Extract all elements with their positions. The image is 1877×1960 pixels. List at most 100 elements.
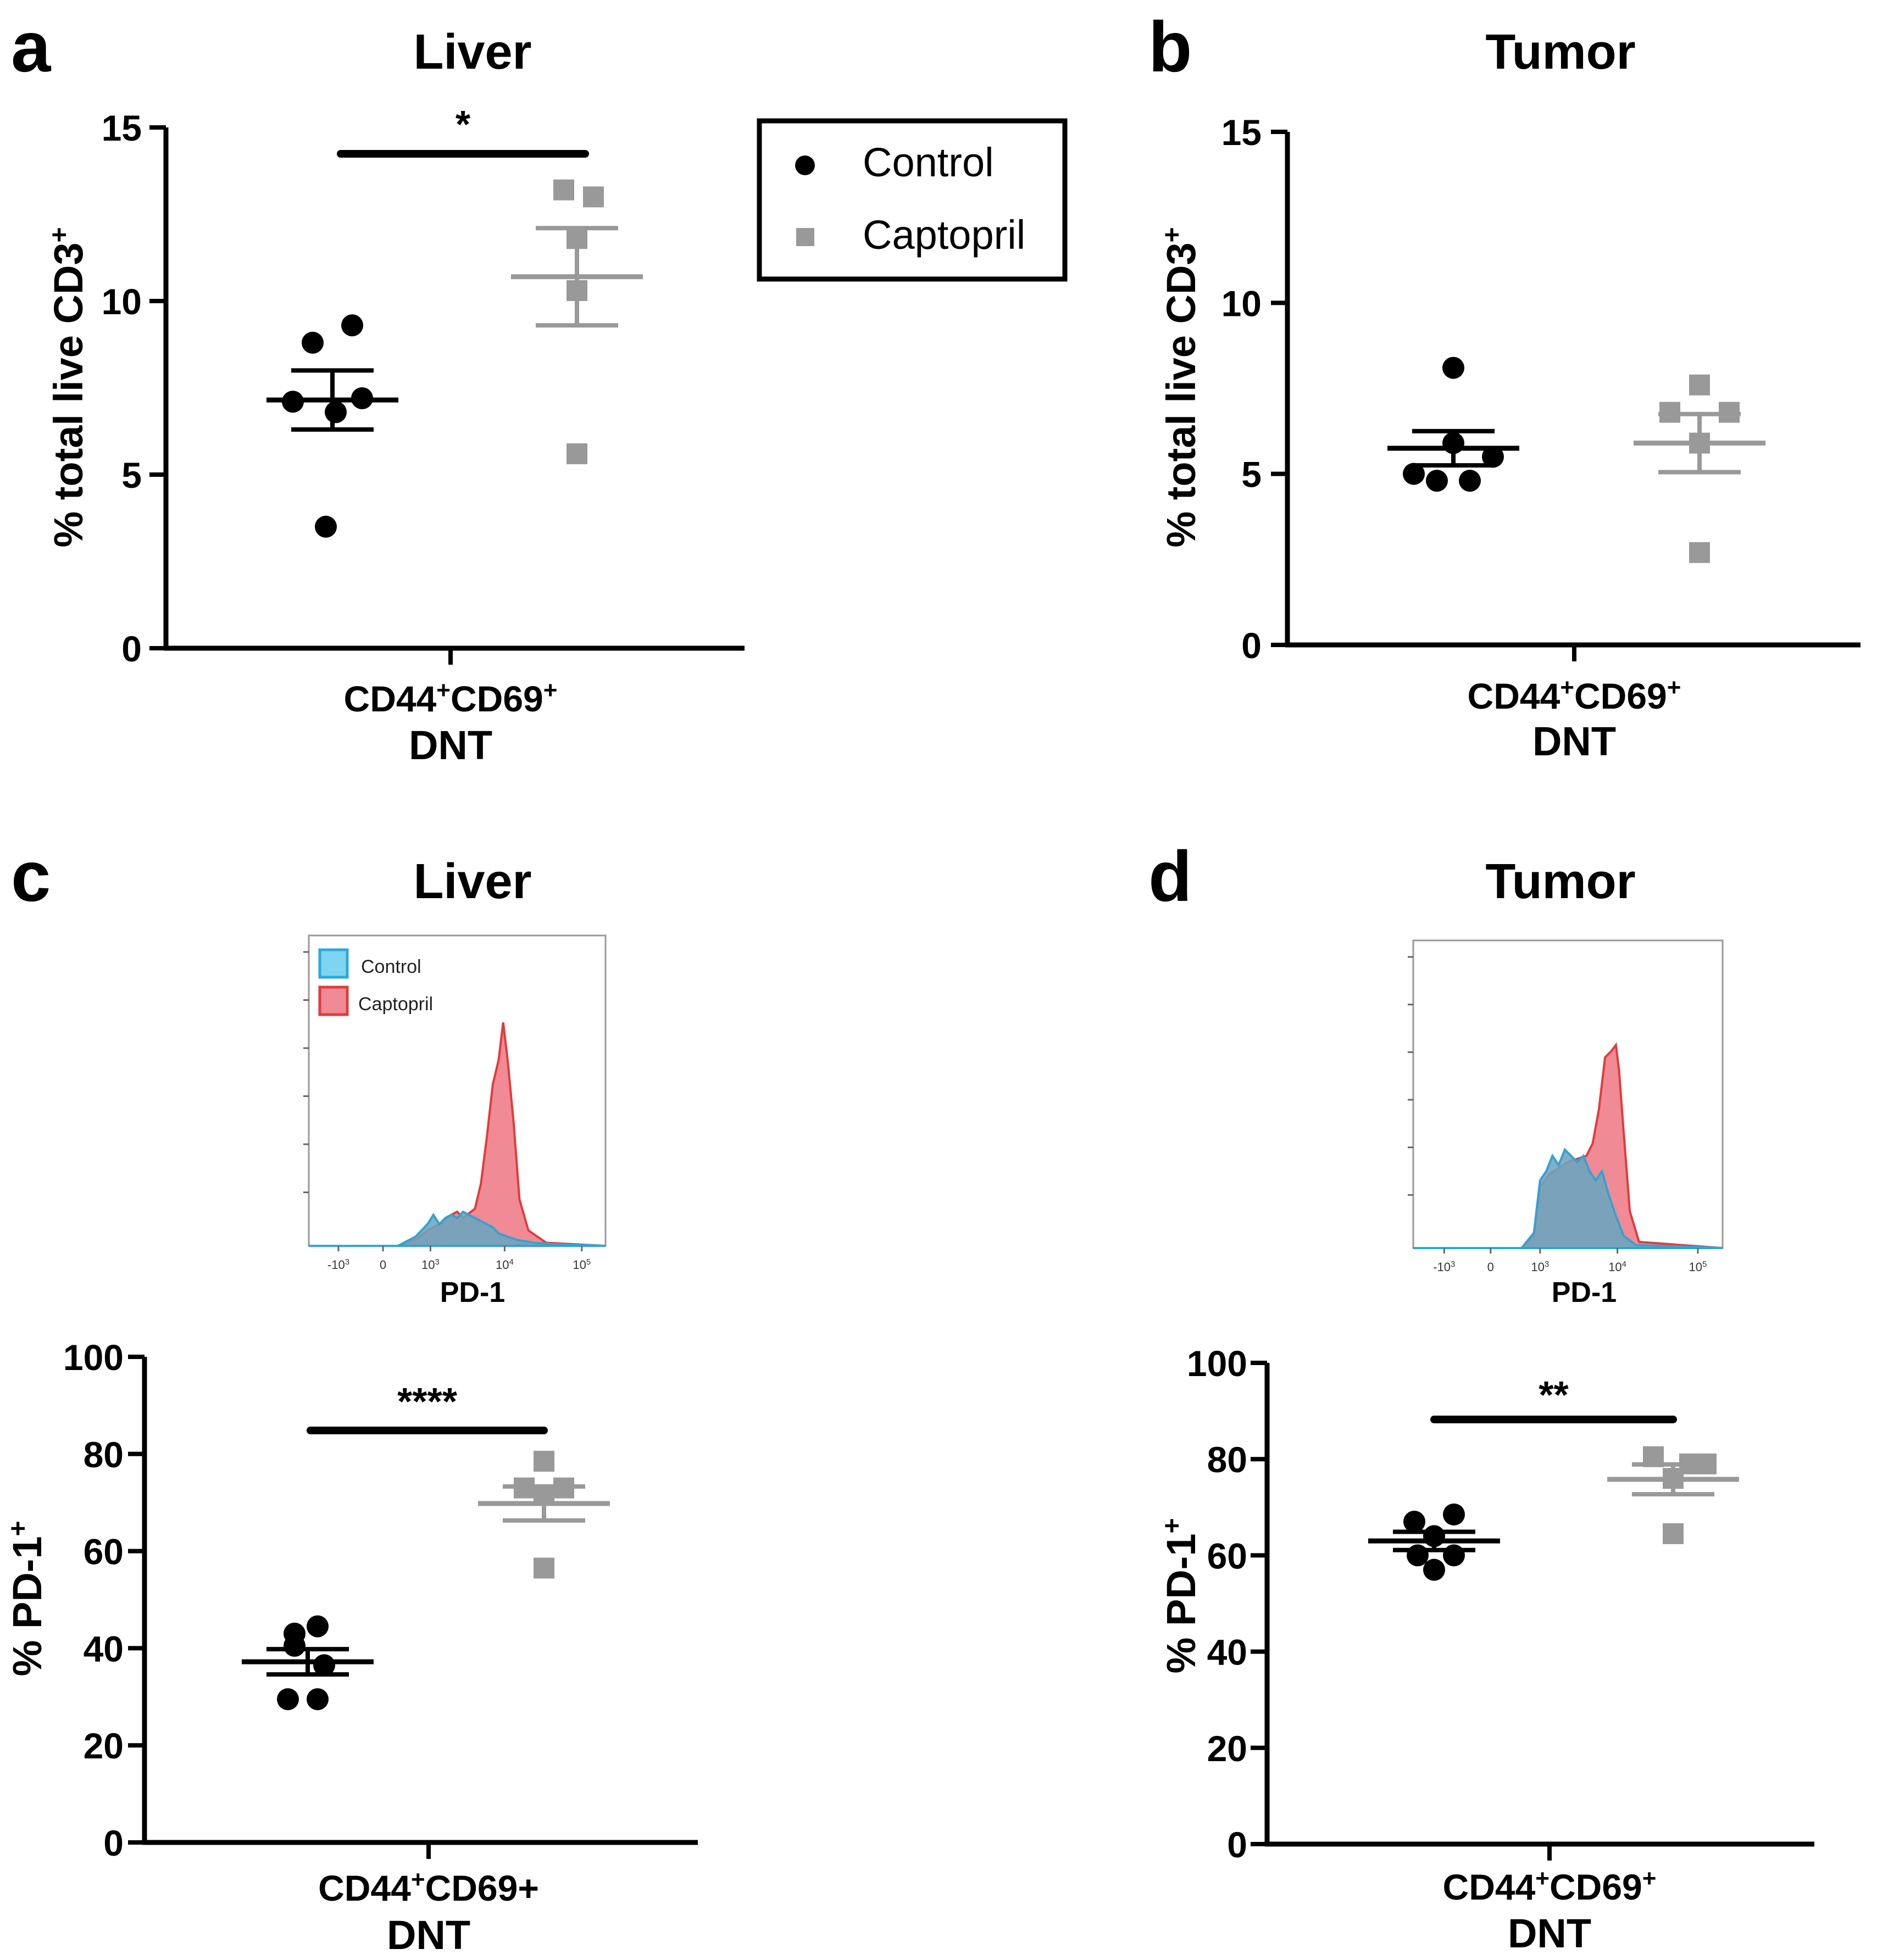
legend-control-marker (795, 155, 815, 175)
x-axis-label-line2: DNT (1532, 719, 1616, 764)
histogram-overlap (1413, 1149, 1723, 1248)
y-axis-label: % total live CD3+ (45, 227, 92, 547)
y-tick-label: 40 (1207, 1632, 1247, 1673)
panel-label-c: c (11, 836, 51, 916)
x-axis-label: CD44+CD69+ (1468, 674, 1681, 717)
x-axis-label-line2: DNT (409, 722, 492, 768)
histogram-frame (308, 934, 607, 1247)
panel-d: d Tumor 0 20 40 60 80 100 % PD-1+ CD44+CD69+DNT ** (1148, 836, 1814, 1956)
y-tick-label: 0 (103, 1823, 124, 1863)
histogram-legend-captopril-label: Captopril (358, 994, 433, 1015)
histogram-overlap (309, 1211, 606, 1246)
histogram-legend-control-label: Control (361, 956, 421, 977)
x-axis-label: CD44+CD69+ (318, 1866, 539, 1909)
data-point-captopril (567, 443, 587, 465)
legend-box (757, 118, 1068, 282)
significance-stars: ** (1539, 1373, 1569, 1416)
histogram-x-tick-label: 103 (1531, 1260, 1549, 1274)
histogram-x-tick-label: 103 (421, 1257, 440, 1272)
y-tick-label: 5 (1241, 454, 1262, 495)
data-point-control (1423, 1558, 1445, 1581)
y-tick-label: 5 (121, 455, 142, 495)
data-point-control (1442, 357, 1464, 379)
data-point-control (1443, 1503, 1465, 1525)
histogram-legend-control-swatch (318, 948, 349, 979)
y-tick-label: 0 (1241, 625, 1262, 666)
legend-captopril-marker (796, 228, 814, 246)
data-point-control (1407, 1544, 1429, 1567)
y-axis-label: % total live CD3+ (1158, 227, 1204, 547)
histogram-x-tick-label: 0 (380, 1258, 386, 1272)
data-point-captopril (534, 1451, 554, 1472)
data-point-control (1403, 463, 1425, 485)
data-point-control (284, 1634, 306, 1657)
legend-control-label: Control (863, 140, 994, 185)
data-point-captopril (1689, 542, 1710, 563)
data-point-control (1459, 470, 1481, 492)
x-axis-label-line2: DNT (387, 1912, 470, 1958)
y-axis-label: % PD-1+ (4, 1521, 51, 1677)
chart-title-c: Liver (413, 854, 531, 909)
y-tick-label: 10 (102, 281, 142, 322)
panel-b: b Tumor 0 5 10 15 % total live CD3+ CD44+CD69+D… (1148, 7, 1861, 764)
histogram-x-tick-label: 104 (496, 1257, 514, 1272)
data-point-control (277, 1688, 299, 1711)
data-point-captopril (1689, 374, 1710, 396)
y-tick-label: 20 (84, 1725, 124, 1766)
data-point-control (325, 401, 347, 424)
y-tick-label: 80 (84, 1434, 124, 1475)
panel-c: c Liver 0 20 40 60 80 100 % PD-1+ CD44+CD69+DNT **… (4, 836, 698, 1958)
y-tick-label: 0 (1227, 1824, 1247, 1865)
data-point-control (341, 314, 363, 337)
panel-label-b: b (1148, 7, 1192, 87)
y-tick-label: 40 (84, 1628, 124, 1669)
significance-stars: * (456, 103, 471, 146)
legend: Control Captopril (757, 118, 1068, 282)
panel-label-a: a (11, 7, 52, 87)
data-point-captopril (534, 1557, 554, 1579)
y-tick-label: 60 (84, 1532, 124, 1572)
histogram-x-label: PD-1 (1552, 1277, 1617, 1308)
histogram-liver: -103 0 103 104 105 PD-1 Control Captopril (303, 934, 607, 1308)
data-point-control (1482, 446, 1504, 468)
data-point-control (1426, 470, 1448, 492)
y-tick-label: 20 (1207, 1728, 1247, 1769)
panel-a: a Liver 0 5 10 15 % total live CD3+ CD44+CD69+D… (11, 7, 745, 768)
y-tick-label: 100 (63, 1337, 124, 1378)
histogram-x-tick-label: 105 (573, 1257, 591, 1272)
data-point-control (315, 515, 337, 538)
x-axis-label: CD44+CD69+ (344, 677, 558, 720)
histogram-x-tick-label: 0 (1487, 1260, 1494, 1274)
chart-title-a: Liver (413, 25, 531, 80)
data-point-captopril (583, 186, 604, 208)
y-tick-label: 0 (121, 628, 142, 669)
y-tick-label: 100 (1187, 1343, 1247, 1384)
histogram-legend-captopril-swatch (318, 985, 349, 1016)
y-tick-label: 15 (102, 108, 142, 148)
chart-title-d: Tumor (1485, 854, 1635, 909)
y-tick-label: 15 (1221, 112, 1262, 153)
data-point-control (307, 1615, 329, 1638)
data-point-control (1403, 1511, 1425, 1533)
histogram-x-tick-label: 105 (1689, 1260, 1707, 1274)
chart-title-b: Tumor (1485, 25, 1635, 80)
x-axis-label: CD44+CD69+ (1443, 1865, 1657, 1908)
y-tick-label: 60 (1207, 1535, 1247, 1576)
histogram-x-tick-label: 104 (1608, 1260, 1626, 1274)
y-tick-label: 10 (1221, 283, 1262, 324)
y-axis-label: % PD-1+ (1158, 1518, 1204, 1674)
data-point-control (302, 331, 324, 354)
y-tick-label: 80 (1207, 1439, 1247, 1480)
data-point-control (307, 1688, 329, 1711)
histogram-x-tick-label: -103 (1433, 1260, 1455, 1274)
histogram-tumor: -103 0 103 104 105 PD-1 (1408, 939, 1724, 1308)
panel-label-d: d (1148, 836, 1192, 916)
x-axis-label-line2: DNT (1508, 1911, 1591, 1956)
histogram-x-label: PD-1 (440, 1277, 505, 1308)
significance-stars: **** (397, 1380, 458, 1423)
histogram-x-tick-label: -103 (327, 1257, 349, 1272)
data-point-control (1443, 1544, 1465, 1567)
legend-captopril-label: Captopril (863, 212, 1025, 258)
data-point-captopril (553, 179, 574, 201)
